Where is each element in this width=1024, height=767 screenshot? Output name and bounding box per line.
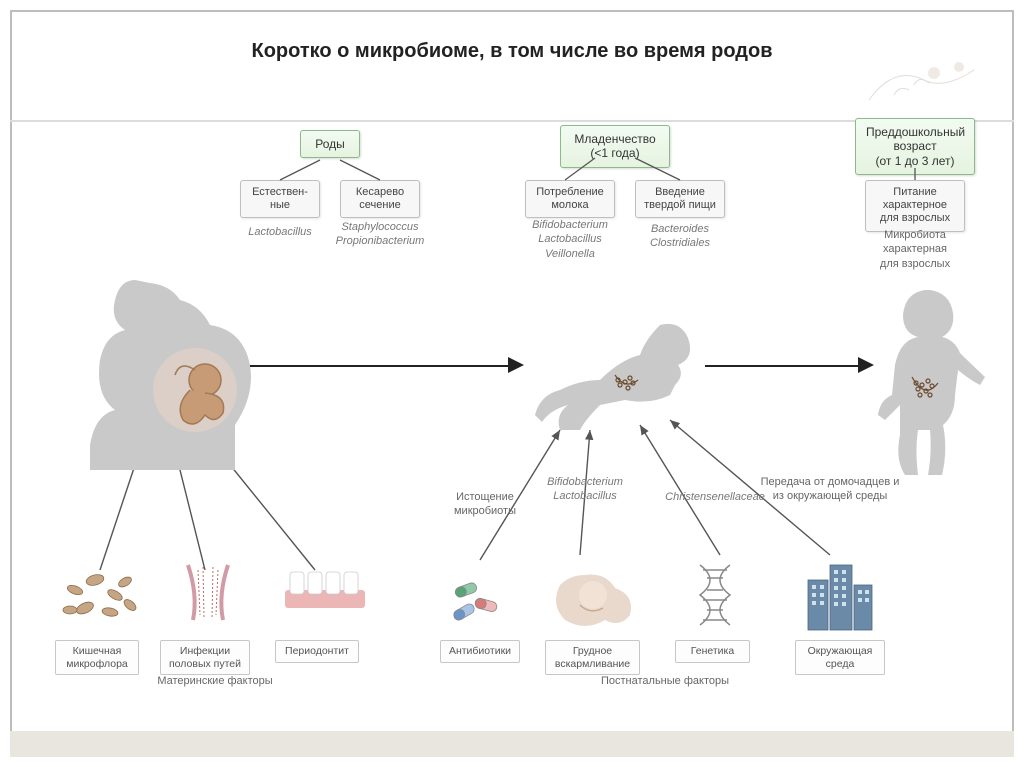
environment-icon	[800, 555, 880, 635]
baby-silhouette	[530, 310, 710, 440]
antibiotics-note: Истощениемикробиоты	[440, 490, 530, 519]
antibiotics-icon	[445, 575, 515, 630]
postnatal-section: Постнатальные факторы	[585, 675, 745, 687]
maternal-gut: Кишечнаямикрофлора	[55, 640, 139, 675]
toddler-silhouette	[870, 285, 1000, 485]
maternal-periodontitis: Периодонтит	[275, 640, 359, 663]
postnatal-antibiotics: Антибиотики	[440, 640, 520, 663]
periodontitis-icon	[280, 560, 370, 620]
pregnant-silhouette	[55, 275, 265, 475]
postnatal-environment: Окружающаясреда	[795, 640, 885, 675]
breastfeeding-note: BifidobacteriumLactobacillus	[525, 475, 645, 504]
arrow-2-line	[705, 365, 860, 367]
environment-note: Передача от домочадцев ииз окружающей ср…	[745, 475, 915, 504]
maternal-section: Материнские факторы	[140, 675, 290, 687]
postnatal-breastfeeding: Грудноевскармливание	[545, 640, 640, 675]
gut-flora-icon	[55, 560, 145, 630]
dna-icon	[685, 560, 745, 635]
postnatal-genetics: Генетика	[675, 640, 750, 663]
arrow-1-head	[508, 357, 524, 373]
arrow-1-line	[250, 365, 510, 367]
breastfeeding-icon	[545, 560, 640, 635]
genital-infection-icon	[168, 555, 248, 630]
maternal-infection: Инфекцииполовых путей	[160, 640, 250, 675]
